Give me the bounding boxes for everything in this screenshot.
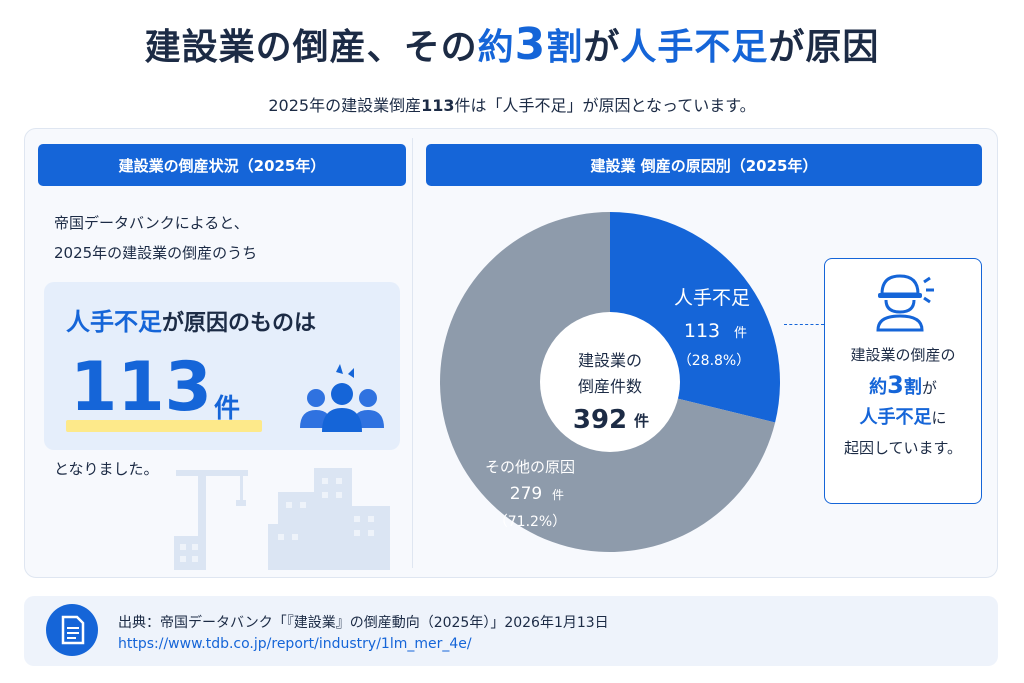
title-accent-number: 3 <box>514 19 547 70</box>
source-citation: 出典：帝国データバンク「『建設業』の倒産動向（2025年）」2026年1月13日 <box>118 615 609 631</box>
center-total: 392 <box>573 405 627 435</box>
subtitle-number: 113 <box>421 96 455 115</box>
slice-labor-count: 113 <box>684 320 720 342</box>
left-panel-heading: 建設業の倒産状況（2025年） <box>38 144 406 186</box>
people-icon <box>300 364 384 432</box>
title-text-cause: が原因 <box>768 27 880 68</box>
center-label-2: 倒産件数 <box>578 377 642 396</box>
right-panel-heading: 建設業 倒産の原因別（2025年） <box>426 144 982 186</box>
slice-other-label: その他の原因 <box>485 458 575 476</box>
callout-line-3-rest: に <box>931 409 947 427</box>
slice-other-count: 279 <box>510 484 542 504</box>
subtitle-text: 2025年の建設業倒産 <box>268 96 422 115</box>
callout-accent-approx: 約 <box>869 377 888 398</box>
highlight-underline <box>66 420 262 432</box>
callout-line-2-rest: が <box>921 379 937 397</box>
title-accent-approx: 約 <box>477 27 515 68</box>
title-accent-wari: 割 <box>546 27 584 68</box>
slice-labor-unit: 件 <box>734 326 747 341</box>
construction-crane-icon <box>174 468 390 570</box>
title-accent-labor-shortage: 人手不足 <box>620 27 769 68</box>
slice-other-unit: 件 <box>552 488 564 502</box>
slice-labor-pct: （28.8%） <box>678 353 750 369</box>
slice-other-pct: （71.2%） <box>494 514 566 530</box>
highlight-rest: が原因のものは <box>162 311 317 336</box>
highlight-unit: 件 <box>214 394 241 424</box>
callout-line-4: 起因しています。 <box>843 439 963 457</box>
source-link[interactable]: https://www.tdb.co.jp/report/industry/1l… <box>118 636 472 652</box>
slice-labor-label: 人手不足 <box>674 287 750 309</box>
callout-text: 建設業の倒産の 約3割が 人手不足に 起因しています。 <box>824 340 982 463</box>
callout-connector <box>784 324 824 325</box>
page-subtitle: 2025年の建設業倒産113件は「人手不足」が原因となっています。 <box>0 92 1024 116</box>
callout-line-2: 約3割が <box>824 370 982 403</box>
page-title: 建設業の倒産、その約3割が人手不足が原因 <box>0 18 1024 70</box>
callout-accent-wari: 割 <box>903 377 922 398</box>
intro-line-1: 帝国データバンクによると、 <box>54 214 249 232</box>
title-text-ga: が <box>583 27 621 68</box>
callout-box <box>824 258 982 504</box>
source-box <box>24 596 998 666</box>
document-icon <box>46 604 98 656</box>
callout-accent-number: 3 <box>887 371 904 399</box>
highlight-accent: 人手不足 <box>66 308 162 336</box>
panel-divider <box>412 138 413 568</box>
left-outro-text: となりました。 <box>54 460 159 478</box>
callout-accent-labor: 人手不足 <box>859 407 932 428</box>
left-intro-text: 帝国データバンクによると、 2025年の建設業の倒産のうち <box>54 208 394 268</box>
donut-chart: 建設業の 倒産件数 392 件 人手不足 113 件 （28.8%） その他の原… <box>440 212 780 552</box>
center-label-1: 建設業の <box>578 351 642 370</box>
subtitle-text-rest: 件は「人手不足」が原因となっています。 <box>454 96 756 115</box>
intro-line-2: 2025年の建設業の倒産のうち <box>54 244 258 262</box>
highlight-number: 113 <box>70 348 212 427</box>
donut-hole <box>540 312 680 452</box>
callout-line-1: 建設業の倒産の <box>850 346 956 364</box>
highlight-heading: 人手不足が原因のものは <box>66 302 316 337</box>
callout-line-3: 人手不足に <box>824 403 982 433</box>
title-text: 建設業の倒産、その <box>144 27 478 68</box>
worker-helmet-icon <box>876 274 934 332</box>
center-unit: 件 <box>634 412 649 430</box>
